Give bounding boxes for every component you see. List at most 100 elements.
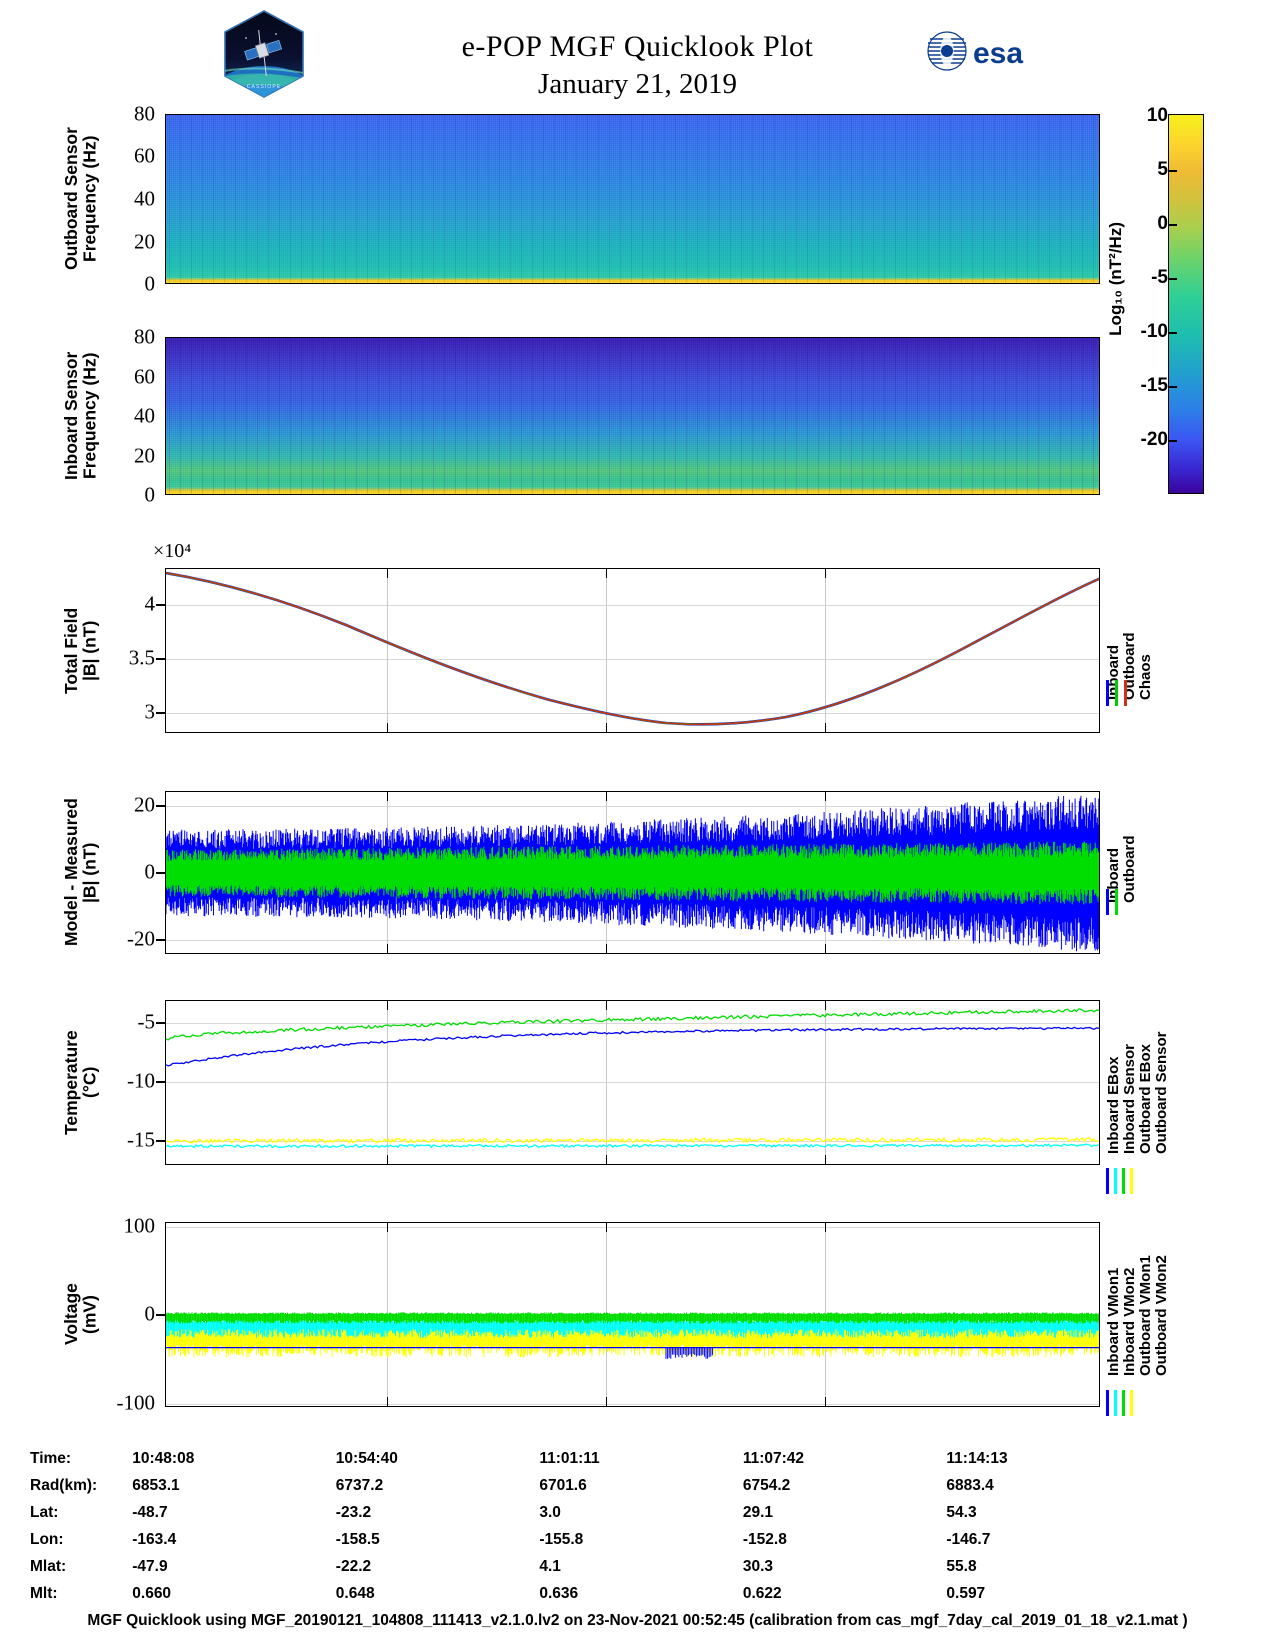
model-measured-noise-traces: [166, 795, 1099, 952]
swatch-outboard-ebox: [1122, 1168, 1125, 1194]
legend-item-outboard-vmon2: Outboard VMon2: [1153, 1255, 1170, 1376]
swatch-inboard-vmon1: [1106, 1390, 1109, 1416]
temperature-traces: [166, 1008, 1099, 1149]
outboard-spectrogram-ylabel: Outboard Sensor Frequency (Hz): [61, 127, 100, 271]
table-cell: -152.8: [742, 1530, 787, 1548]
inboard-spectrogram-plot: [165, 337, 1100, 495]
table-row: Time: 10:48:08 10:54:40 11:01:11 11:07:42 11:…: [30, 1445, 1150, 1472]
table-cell: 11:07:42: [742, 1449, 805, 1467]
panel-inboard-spectrogram: Inboard Sensor Frequency (Hz) 80 60 40 20…: [61, 325, 1100, 507]
table-cell: 30.3: [742, 1557, 774, 1575]
title-line-1: e-POP MGF Quicklook Plot: [461, 30, 814, 63]
ytick-m5: -5: [137, 1009, 156, 1034]
table-cell: 0.622: [742, 1584, 782, 1602]
ytick-40: 40: [134, 186, 155, 211]
temperature-legend-swatches: [1106, 1168, 1133, 1194]
table-cell: -48.7: [132, 1503, 168, 1521]
table-cell: 0.597: [946, 1584, 986, 1602]
temperature-ylabel: Temperature (°C): [61, 1030, 100, 1135]
page-header: CASSIOPE e-POP MGF Quicklook Plot Januar…: [0, 0, 1275, 110]
model-measured-ylabel: Model - Measured |B| (nT): [61, 798, 100, 947]
svg-text:CASSIOPE: CASSIOPE: [247, 84, 282, 90]
total-field-plot: [165, 568, 1100, 733]
colorbar-gradient: [1168, 114, 1204, 494]
ytick-m100: -100: [116, 1390, 156, 1415]
swatch-inboard-sensor: [1114, 1168, 1117, 1194]
table-cell: 10:54:40: [335, 1449, 398, 1467]
panel-model-minus-measured: Model - Measured |B| (nT) 20 0 -20 Inboar…: [61, 791, 1138, 954]
ytick-3p5: 3.5: [128, 645, 155, 670]
table-cell: 55.8: [946, 1557, 977, 1575]
table-cell: 0.648: [335, 1584, 375, 1602]
table-row-label: Lon:: [30, 1530, 64, 1548]
spectrogram-noise-texture: [166, 338, 1099, 494]
ytick-20: 20: [134, 792, 155, 817]
colorbar-tick-m20: -20: [1140, 429, 1168, 450]
table-row: Lon: -163.4 -158.5 -155.8 -152.8 -146.7: [30, 1526, 1150, 1553]
temperature-plot: [165, 1000, 1100, 1165]
legend-item-outboard-ebox: Outboard EBox: [1137, 1043, 1154, 1154]
total-field-curves: [166, 571, 1099, 726]
model-measured-legend: Inboard Outboard: [1105, 793, 1138, 904]
ytick-0: 0: [144, 271, 156, 296]
model-measured-plot: [165, 791, 1100, 954]
table-cell: -158.5: [335, 1530, 380, 1548]
table-cell: 29.1: [742, 1503, 774, 1521]
title-line-2: January 21, 2019: [538, 68, 737, 100]
table-row-label: Time:: [30, 1449, 72, 1467]
table-row: Mlt: 0.660 0.648 0.636 0.622 0.597: [30, 1580, 1150, 1607]
ytick-m15: -15: [127, 1127, 155, 1152]
legend-item-inboard-sensor: Inboard Sensor: [1121, 1043, 1138, 1154]
esa-logo-icon: esa: [927, 31, 1023, 71]
table-row: Mlat: -47.9 -22.2 4.1 30.3 55.8: [30, 1553, 1150, 1580]
inboard-spectrogram-ylabel: Inboard Sensor Frequency (Hz): [61, 351, 100, 481]
table-row-label: Lat:: [30, 1503, 59, 1521]
table-cell: -47.9: [132, 1557, 168, 1575]
ytick-80: 80: [134, 101, 155, 126]
table-cell: 6853.1: [132, 1476, 180, 1494]
panel-voltage: Voltage (mV) 100 0 -100 Inboard VMon1 Inb…: [61, 1214, 1170, 1416]
table-row-label: Rad(km):: [30, 1476, 98, 1494]
table-cell: 0.660: [132, 1584, 172, 1602]
table-cell: 4.1: [539, 1557, 561, 1575]
legend-item-inboard-vmon2: Inboard VMon2: [1121, 1267, 1138, 1376]
table-cell: -155.8: [539, 1530, 584, 1548]
spectrogram-streaks: [166, 115, 1099, 283]
legend-item-inboard-vmon1: Inboard VMon1: [1105, 1267, 1122, 1376]
total-field-axis-exponent: ×10⁴: [153, 540, 192, 562]
table-row-label: Mlat:: [30, 1557, 67, 1575]
colorbar-tick-m15: -15: [1140, 375, 1168, 396]
voltage-traces: [166, 1312, 1099, 1359]
swatch-outboard: [1115, 680, 1118, 706]
cassiope-logo-icon: CASSIOPE: [224, 10, 304, 98]
ytick-0: 0: [144, 859, 156, 884]
footer-caption: MGF Quicklook using MGF_20190121_104808_…: [87, 1612, 1188, 1629]
table-row: Lat: -48.7 -23.2 3.0 29.1 54.3: [30, 1499, 1150, 1526]
voltage-legend-swatches: [1106, 1390, 1133, 1416]
swatch-inboard-ebox: [1106, 1168, 1109, 1194]
total-field-ylabel: Total Field |B| (nT): [61, 607, 100, 694]
voltage-plot: [165, 1222, 1100, 1407]
colorbar-tick-5: 5: [1157, 159, 1168, 180]
table-row: Rad(km): 6853.1 6737.2 6701.6 6754.2 6883.4: [30, 1472, 1150, 1499]
table-cell: -23.2: [335, 1503, 372, 1521]
colorbar-tick-10: 10: [1146, 105, 1168, 126]
outboard-spectrogram-image: [166, 115, 1099, 283]
swatch-outboard-sensor: [1130, 1168, 1133, 1194]
table-row-label: Mlt:: [30, 1584, 58, 1602]
page-title: e-POP MGF Quicklook Plot January 21, 201…: [0, 30, 1275, 101]
ytick-60: 60: [134, 364, 155, 389]
ytick-4: 4: [144, 591, 156, 616]
swatch-outboard-vmon2: [1130, 1390, 1133, 1416]
legend-item-outboard-vmon1: Outboard VMon1: [1137, 1255, 1154, 1376]
table-cell: 6701.6: [539, 1476, 587, 1494]
swatch-inboard: [1106, 680, 1109, 706]
ytick-m10: -10: [127, 1068, 155, 1093]
total-field-legend-swatches: [1106, 680, 1127, 706]
model-measured-legend-swatches: [1106, 889, 1118, 915]
ytick-80: 80: [134, 324, 155, 349]
colorbar-tick-m5: -5: [1151, 267, 1168, 288]
ytick-100: 100: [123, 1213, 156, 1238]
ytick-40: 40: [134, 403, 155, 428]
panel-temperature: Temperature (°C) -5 -10 -15 Inboard EBox …: [61, 1000, 1170, 1194]
